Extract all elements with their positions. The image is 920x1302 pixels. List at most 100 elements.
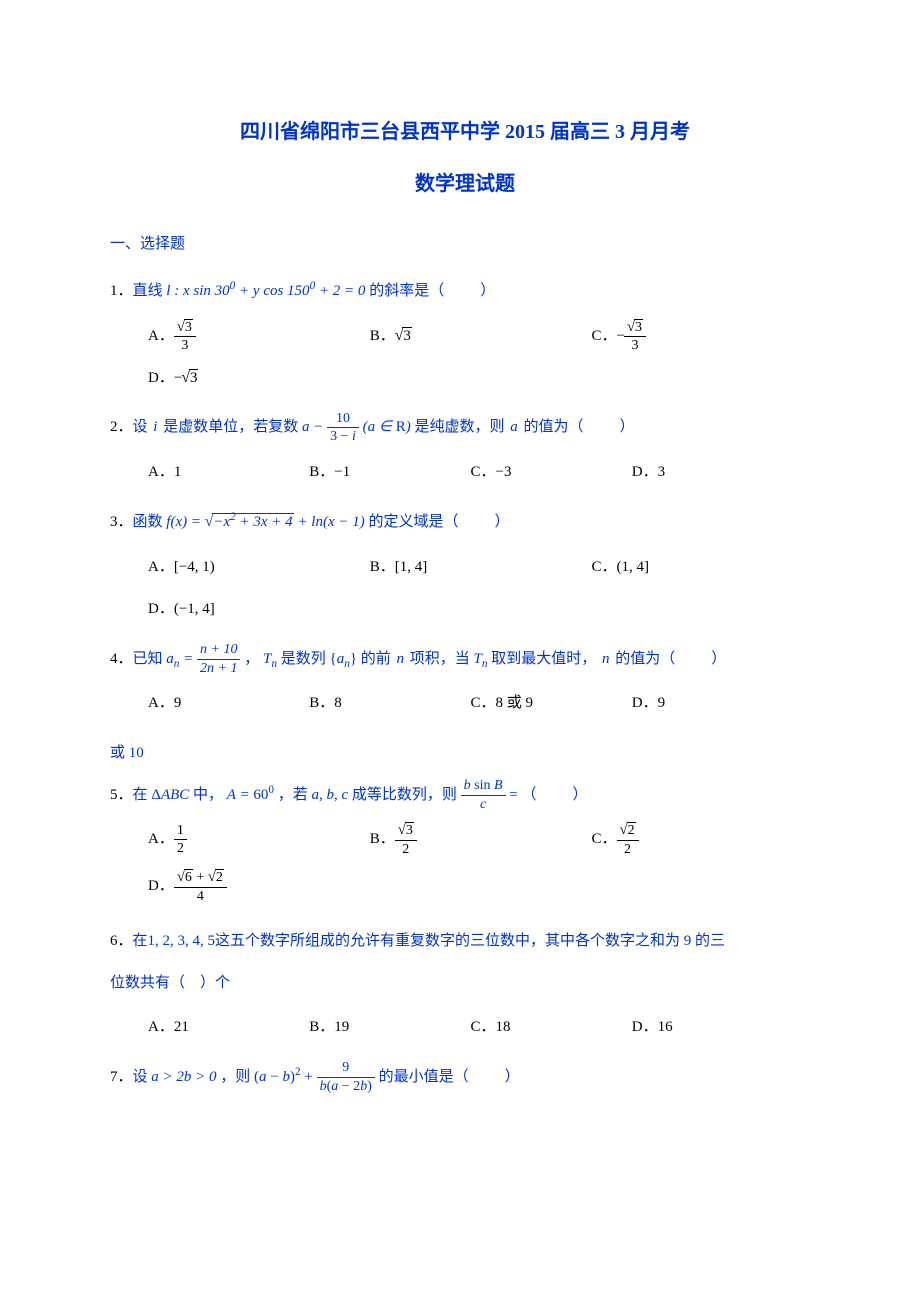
val-a: [−4, 1) xyxy=(174,554,215,581)
q5-b-frac: 32 xyxy=(395,822,417,857)
q6-choices: A．21 B．19 C．18 D．16 xyxy=(110,1007,820,1049)
q7-mid: ，则 xyxy=(220,1069,250,1085)
label-d: D． xyxy=(148,873,174,900)
label-b: B． xyxy=(309,1014,334,1041)
q4-n: n xyxy=(397,651,405,667)
q4-mid1: 是数列 xyxy=(281,651,326,667)
q6-choice-b: B．19 xyxy=(309,1007,470,1049)
q1-number: 1． xyxy=(110,283,133,299)
q2-suffix: 的值为 xyxy=(524,419,569,435)
q1-c-frac: 33 xyxy=(624,319,646,354)
q2-formula: a − 103 − i (a ∈ R) xyxy=(302,419,415,435)
q5-frac: b sin Bc xyxy=(461,778,506,812)
q2-blank: （ ） xyxy=(569,419,637,435)
q5-blank: （ ） xyxy=(522,787,590,803)
section-heading: 一、选择题 xyxy=(110,228,820,261)
q1-a-frac: 33 xyxy=(174,319,196,354)
val-d: (−1, 4] xyxy=(174,596,215,623)
q2-mid2: 是纯虚数，则 xyxy=(414,419,504,435)
q1-choice-b: B． 3 xyxy=(370,315,592,357)
q1-choice-c: C． − 33 xyxy=(592,315,814,357)
q4-n2: n xyxy=(602,651,610,667)
q2-choice-d: D．3 xyxy=(632,451,793,493)
q7-expr: (a − b)2 + 9b(a − 2b) xyxy=(254,1069,379,1085)
q5-d-frac: 6 + 24 xyxy=(174,869,227,904)
q4-mid3: 项积，当 xyxy=(410,651,470,667)
q4-suffix: 的值为 xyxy=(615,651,660,667)
q1-choice-d: D． −3 xyxy=(148,357,820,399)
question-3: 3．函数 f(x) = −x2 + 3x + 4 + ln(x − 1) 的定义… xyxy=(110,503,820,541)
q1-blank: （ ） xyxy=(429,283,497,299)
q4-mid2: 的前 xyxy=(361,651,391,667)
q2-a: a xyxy=(510,419,518,435)
q5-a-frac: 12 xyxy=(174,823,187,857)
label-d: D． xyxy=(632,459,658,486)
label-b: B． xyxy=(370,323,395,350)
val-c: 8 或 9 xyxy=(496,690,534,717)
val-b: [1, 4] xyxy=(395,554,428,581)
q7-blank: （ ） xyxy=(454,1069,522,1085)
q7-number: 7． xyxy=(110,1069,133,1085)
label-a: A． xyxy=(148,323,174,350)
label-d: D． xyxy=(632,690,658,717)
label-d: D． xyxy=(148,365,174,392)
q6-choice-d: D．16 xyxy=(632,1007,793,1049)
q4-choices: A．9 B．8 C．8 或 9 D．9 xyxy=(110,683,820,725)
label-a: A． xyxy=(148,690,174,717)
q1-b-val: 3 xyxy=(395,322,412,350)
q2-number: 2． xyxy=(110,419,133,435)
q3-choice-a: A．[−4, 1) xyxy=(148,547,370,589)
val-b: 19 xyxy=(334,1014,349,1041)
q3-prefix: 函数 xyxy=(133,514,163,530)
question-4: 4．已知 an = n + 102n + 1 ， Tn 是数列 {an} 的前 … xyxy=(110,641,820,677)
question-5: 5．在 ΔABC 中， A = 600 ，若 a, b, c 成等比数列，则 b… xyxy=(110,777,820,813)
label-d: D． xyxy=(632,1014,658,1041)
label-a: A． xyxy=(148,459,174,486)
q3-suffix: 的定义域是 xyxy=(369,514,444,530)
val-d: 16 xyxy=(658,1014,673,1041)
q4-prefix: 已知 xyxy=(133,651,163,667)
q5-tri: ΔABC xyxy=(151,787,193,803)
label-a: A． xyxy=(148,1014,174,1041)
label-d: D． xyxy=(148,596,174,623)
label-b: B． xyxy=(309,690,334,717)
val-a: 1 xyxy=(174,459,182,486)
q3-choices: A．[−4, 1) B．[1, 4] C．(1, 4] D．(−1, 4] xyxy=(110,547,820,631)
q1-formula: l : x sin 300 + y cos 1500 + 2 = 0 xyxy=(166,283,369,299)
q3-choice-d: D．(−1, 4] xyxy=(148,589,820,631)
label-b: B． xyxy=(370,826,395,853)
q4-choice-c: C．8 或 9 xyxy=(471,683,632,725)
q5-abc: a, b, c xyxy=(311,787,351,803)
q1-choices: A． 33 B． 3 C． − 33 D． −3 xyxy=(110,315,820,399)
q6-nums: 1, 2, 3, 4, 5 xyxy=(148,933,216,949)
q5-prefix: 在 xyxy=(133,787,148,803)
q7-suffix: 的最小值是 xyxy=(379,1069,454,1085)
val-a: 21 xyxy=(174,1014,189,1041)
q5-choice-d: D． 6 + 24 xyxy=(148,861,820,913)
q4-tail: 或 10 xyxy=(110,735,820,771)
label-c: C． xyxy=(592,554,617,581)
q6-choice-a: A．21 xyxy=(148,1007,309,1049)
label-c: C． xyxy=(592,323,617,350)
q4-choice-b: B．8 xyxy=(309,683,470,725)
q5-c-frac: 22 xyxy=(617,822,639,857)
q1-choice-a: A． 33 xyxy=(148,315,370,357)
q5-choice-b: B． 32 xyxy=(370,819,592,861)
q5-mid1: 中， xyxy=(193,787,223,803)
val-b: −1 xyxy=(334,459,350,486)
val-c: (1, 4] xyxy=(617,554,650,581)
page-title: 四川省绵阳市三台县西平中学 2015 届高三 3 月月考 xyxy=(110,110,820,154)
q1-suffix: 的斜率是 xyxy=(369,283,429,299)
q3-formula: f(x) = −x2 + 3x + 4 + ln(x − 1) xyxy=(166,514,368,530)
q4-an: an = n + 102n + 1 xyxy=(166,651,240,667)
q2-choice-b: B．−1 xyxy=(309,451,470,493)
q2-mid1: 是虚数单位，若复数 xyxy=(163,419,298,435)
q5-choice-c: C． 22 xyxy=(592,819,814,861)
q3-choice-c: C．(1, 4] xyxy=(592,547,814,589)
q5-a60: A = 600 xyxy=(227,787,278,803)
q4-number: 4． xyxy=(110,651,133,667)
q7-cond: a > 2b > 0 xyxy=(151,1069,220,1085)
q4-brace: {an} xyxy=(329,651,357,667)
q5-choices: A． 12 B． 32 C． 22 D． 6 + 24 xyxy=(110,819,820,913)
q2-choice-c: C．−3 xyxy=(471,451,632,493)
